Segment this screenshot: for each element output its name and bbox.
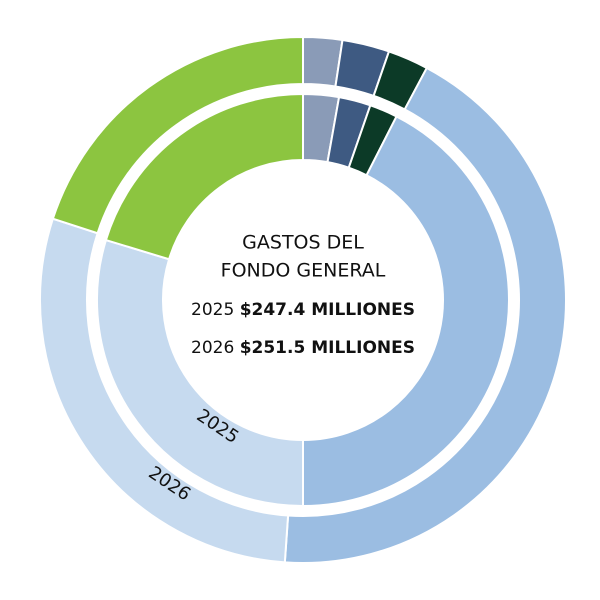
donut-segment — [302, 115, 510, 508]
total-amount: $251.5 MILLIONES — [240, 338, 415, 358]
total-year: 2026 — [191, 338, 234, 358]
donut-segment — [283, 66, 567, 564]
title-line: FONDO GENERAL — [221, 260, 386, 282]
donut-segment — [96, 238, 304, 508]
title-line: GASTOS DEL — [242, 232, 364, 254]
donut-segment — [51, 35, 304, 235]
total-year: 2025 — [191, 300, 234, 320]
donut-segment — [104, 92, 304, 261]
total-line: 2025 $247.4 MILLIONES — [191, 300, 415, 320]
total-line: 2026 $251.5 MILLIONES — [191, 338, 415, 358]
total-amount: $247.4 MILLIONES — [240, 300, 415, 320]
